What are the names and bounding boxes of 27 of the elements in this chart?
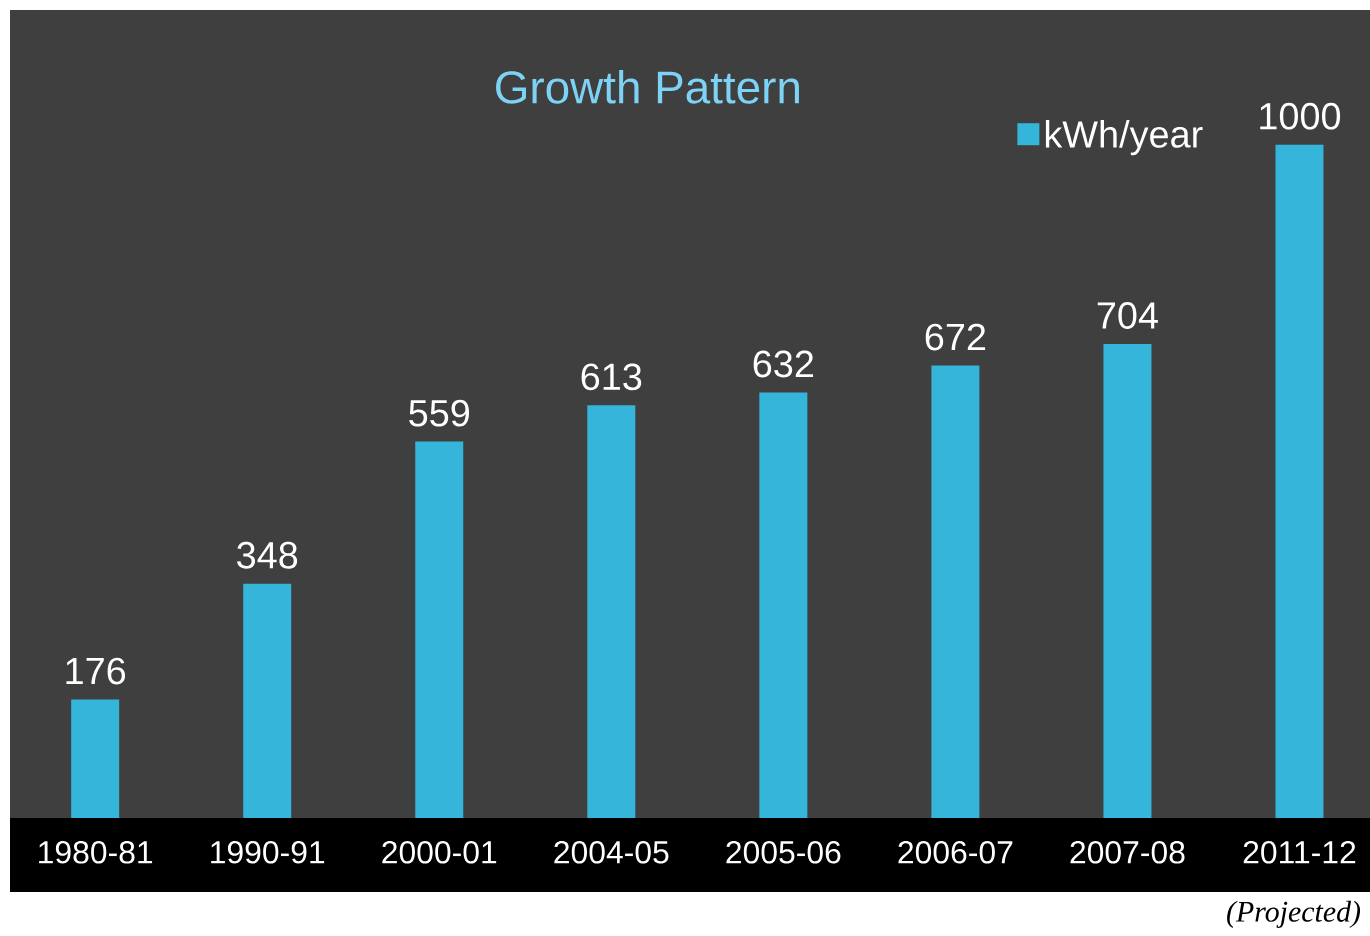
chart-title: Growth Pattern bbox=[496, 70, 799, 104]
x-tick-label: 2007-08 bbox=[1070, 841, 1185, 864]
bar bbox=[931, 365, 980, 818]
legend-label: kWh/year bbox=[1045, 120, 1203, 156]
data-label: 348 bbox=[237, 541, 298, 569]
data-label: 176 bbox=[66, 657, 126, 685]
bar bbox=[1103, 343, 1152, 818]
bar bbox=[587, 405, 636, 818]
data-label: 613 bbox=[581, 363, 642, 391]
bar bbox=[243, 583, 292, 818]
text: (Projected) bbox=[1227, 900, 1361, 928]
bar bbox=[1275, 144, 1324, 818]
data-label: 672 bbox=[925, 323, 986, 351]
bar bbox=[415, 441, 464, 818]
bar bbox=[71, 699, 120, 818]
data-label: 559 bbox=[409, 399, 470, 427]
data-label: 704 bbox=[1097, 302, 1158, 329]
x-tick-label: 2000-01 bbox=[382, 841, 497, 864]
x-tick-label: 2006-07 bbox=[898, 841, 1013, 864]
x-tick-label: 2004-05 bbox=[554, 841, 669, 864]
bar bbox=[759, 392, 808, 818]
x-tick-label: 2005-06 bbox=[726, 841, 841, 864]
x-tick-label: 2011-12 bbox=[1243, 841, 1356, 864]
x-tick-label: 1990-91 bbox=[211, 841, 325, 864]
data-label: 632 bbox=[753, 350, 814, 378]
x-tick-label: 1980-81 bbox=[39, 841, 153, 864]
data-label: 1000 bbox=[1260, 102, 1341, 130]
